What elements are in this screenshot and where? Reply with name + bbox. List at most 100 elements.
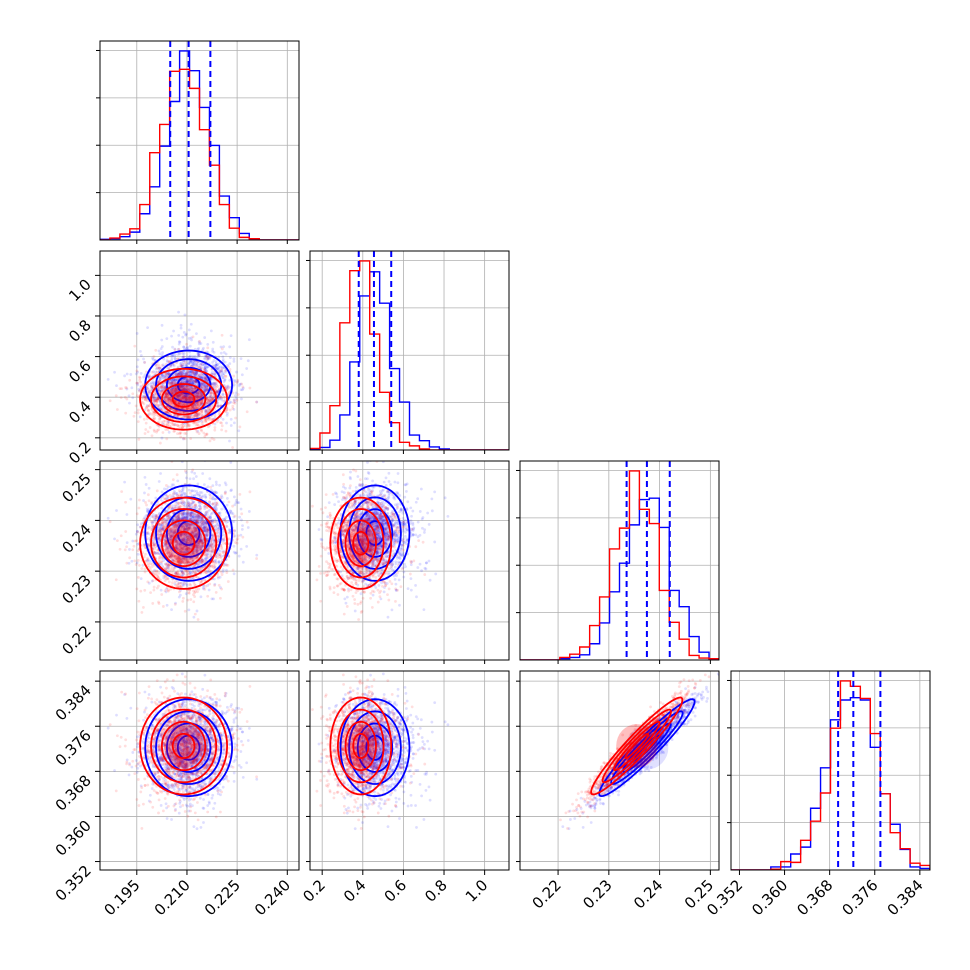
scatter-1-0 [106,310,259,449]
contour-1-0-series-1-level-0 [171,390,196,408]
y-tick-label-3-0: 0.352 [52,862,95,905]
y-tick-label-2-2: 0.24 [58,520,94,556]
histogram-2-series-1 [520,470,719,660]
histogram-1-series-1 [310,260,509,450]
panel-frame-3-1 [309,670,510,871]
scatter-2-1 [311,461,450,621]
x-tick-label-2-2: 0.24 [630,876,666,912]
x-tick-label-1-1: 0.4 [340,876,370,906]
contour-2-0-series-1-level-0 [171,530,196,556]
panel-frame-3-3 [730,670,931,871]
contour-3-2-series-1-level-3 [590,696,684,796]
scatter-3-1 [311,671,450,831]
contour-3-2-series-1-level-0 [624,733,650,759]
panel-frame-2-0 [99,460,300,661]
panel-frame-3-2 [519,670,720,871]
contour-2-1-series-0-level-3 [339,484,411,582]
contour-2-0-series-1-level-2 [150,508,218,579]
histogram-2-series-0 [520,497,719,660]
x-tick-label-1-3: 0.8 [421,876,451,906]
y-tick-label-1-3: 0.8 [65,316,95,346]
y-tick-label-3-4: 0.384 [52,681,95,724]
contour-3-1-series-1-level-3 [329,696,393,796]
panel-0-0 [100,41,299,240]
panel-frame-2-2 [519,460,720,661]
contour-3-0-series-1-level-2 [150,708,218,784]
x-tick-label-2-0: 0.22 [529,876,565,912]
contour-3-1-series-1-level-1 [344,720,377,772]
contour-1-0-series-1-level-2 [150,375,218,424]
x-tick-label-3-4: 0.384 [884,876,927,919]
x-tick-label-1-0: 0.2 [299,876,329,906]
x-tick-label-0-3: 0.240 [251,876,294,919]
x-tick-label-3-3: 0.376 [838,876,881,919]
contour-2-1-series-1-level-2 [336,508,385,579]
panel-3-2 [520,671,719,870]
scatter-3-2 [559,671,719,831]
panel-2-2 [520,461,719,660]
scatter-2-0 [106,461,259,621]
contour-3-0-series-1-level-3 [139,696,229,796]
histogram-3-series-1 [731,680,930,870]
y-tick-label-1-1: 0.4 [65,397,95,427]
contour-2-1-series-1-level-3 [329,496,393,590]
contour-3-0-series-1-level-1 [160,720,207,772]
y-tick-label-1-4: 1.0 [65,275,95,305]
contour-3-2-series-1-level-2 [601,708,672,784]
y-tick-label-1-2: 0.6 [65,357,95,387]
contour-3-1-series-0-level-1 [356,722,394,773]
panel-1-0 [100,251,299,450]
contour-3-0-series-0-level-2 [155,710,223,785]
x-tick-label-3-1: 0.360 [748,876,791,919]
panel-frame-2-1 [309,460,510,661]
panel-3-1 [310,671,509,870]
contour-1-0-series-0-level-2 [155,358,223,412]
y-tick-label-2-1: 0.23 [58,571,94,607]
x-tick-label-1-4: 1.0 [462,876,492,906]
contour-3-0-series-1-level-0 [171,733,196,760]
contour-1-0-series-1-level-3 [139,367,229,431]
x-tick-label-0-1: 0.210 [151,876,194,919]
x-tick-label-2-1: 0.23 [579,876,615,912]
contour-2-1-series-1-level-0 [352,530,370,556]
y-tick-label-1-0: 0.2 [65,438,95,468]
panel-frame-1-1 [309,250,510,451]
y-tick-label-2-3: 0.25 [58,470,94,506]
contour-2-0-series-0-level-2 [155,496,223,570]
x-tick-label-0-2: 0.225 [201,876,244,919]
y-tick-label-3-3: 0.376 [52,726,95,769]
contour-3-0-series-0-level-0 [176,734,201,761]
panel-frame-1-0 [99,250,300,451]
panel-frame-0-0 [99,40,300,241]
scatter-3-0 [106,671,259,831]
contour-1-0-series-1-level-1 [160,383,207,416]
x-tick-label-3-2: 0.368 [793,876,836,919]
histogram-1-series-0 [310,271,509,450]
x-tick-label-1-2: 0.6 [381,876,411,906]
y-tick-label-3-2: 0.368 [52,771,95,814]
contour-2-1-series-1-level-1 [344,519,377,568]
contour-3-0-series-0-level-1 [165,722,212,773]
panel-2-1 [310,461,509,660]
contour-3-1-series-0-level-3 [339,698,411,798]
panel-1-1 [310,251,509,450]
contour-2-0-series-1-level-3 [139,496,229,590]
contour-3-2-series-0-level-2 [610,710,684,785]
contour-3-0-series-0-level-3 [144,698,234,798]
contour-2-0-series-1-level-1 [160,519,207,568]
contour-3-1-series-0-level-2 [348,710,402,785]
histogram-0-series-1 [100,68,299,240]
contour-2-0-series-0-level-3 [144,484,234,582]
contour-3-2-series-1-level-1 [612,720,661,772]
panel-3-0 [100,671,299,870]
y-tick-label-2-0: 0.22 [58,622,94,658]
y-tick-label-3-1: 0.360 [52,817,95,860]
panel-2-0 [100,461,299,660]
contour-3-1-series-1-level-2 [336,708,385,784]
contour-3-1-series-1-level-0 [352,733,370,760]
panel-3-3 [731,671,930,870]
contour-3-1-series-0-level-0 [365,734,385,761]
panel-frame-3-0 [99,670,300,871]
x-tick-label-0-0: 0.195 [101,876,144,919]
